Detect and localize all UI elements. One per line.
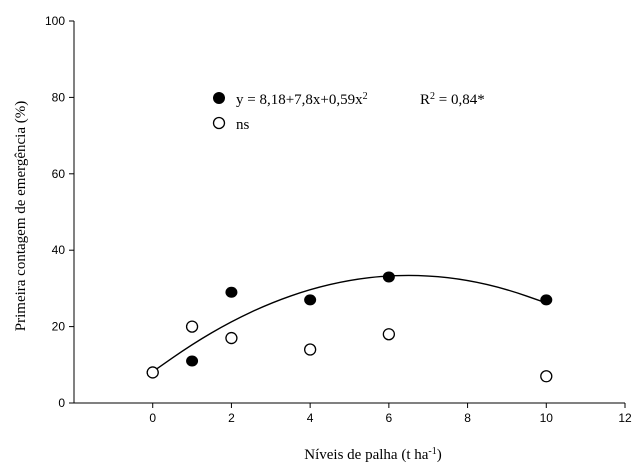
point-filled [382, 271, 395, 283]
legend-marker-filled [213, 92, 225, 104]
legend-eq-main: y = 8,18+7,8x+0,59x [236, 92, 363, 108]
y-axis-title: Primeira contagem de emergência (%) [13, 101, 29, 331]
x-tick-label: 6 [386, 411, 393, 425]
y-tick-label: 40 [52, 243, 66, 257]
x-tick-label: 0 [149, 411, 156, 425]
point-open [540, 370, 553, 383]
legend-eq-sup: 2 [363, 91, 368, 102]
x-tick-label: 12 [618, 411, 632, 425]
points-layer [146, 271, 553, 383]
x-axis-title-end: ) [437, 447, 442, 463]
point-filled [540, 294, 553, 306]
legend-r2: R2 = 0,84* [420, 91, 485, 109]
fit-curve-layer [152, 274, 547, 373]
x-tick-label: 10 [540, 411, 554, 425]
legend: y = 8,18+7,8x+0,59x2 R2 = 0,84* ns [212, 91, 485, 133]
y-tick-label: 100 [45, 14, 65, 28]
point-open [146, 366, 159, 379]
point-open [382, 328, 396, 341]
x-axis-title: Níveis de palha (t ha-1) [304, 446, 441, 464]
fit-curve [152, 274, 547, 373]
point-open [185, 320, 199, 333]
x-tick-label: 4 [307, 411, 314, 425]
y-tick-label: 0 [58, 396, 65, 410]
legend-r2-sup: 2 [430, 91, 435, 102]
point-filled [304, 294, 317, 306]
legend-marker-open [212, 116, 226, 130]
point-open [225, 331, 238, 345]
point-filled [186, 355, 199, 367]
point-open [303, 343, 317, 356]
legend-r2-value: = 0,84* [435, 92, 485, 108]
y-tick-label: 80 [52, 90, 66, 104]
legend-ns: ns [236, 117, 250, 133]
legend-r2-r: R [420, 92, 430, 108]
y-tick-label: 60 [52, 167, 66, 181]
point-filled [225, 286, 238, 298]
x-tick-label: 2 [228, 411, 235, 425]
legend-equation: y = 8,18+7,8x+0,59x2 [236, 91, 368, 109]
y-tick-label: 20 [52, 320, 66, 334]
x-tick-label: 8 [464, 411, 471, 425]
axes: 0 20 40 60 80 100 0 2 4 6 8 10 12 [45, 14, 632, 425]
x-axis-title-sup: -1 [428, 446, 436, 457]
x-axis-title-main: Níveis de palha (t ha [304, 447, 428, 463]
